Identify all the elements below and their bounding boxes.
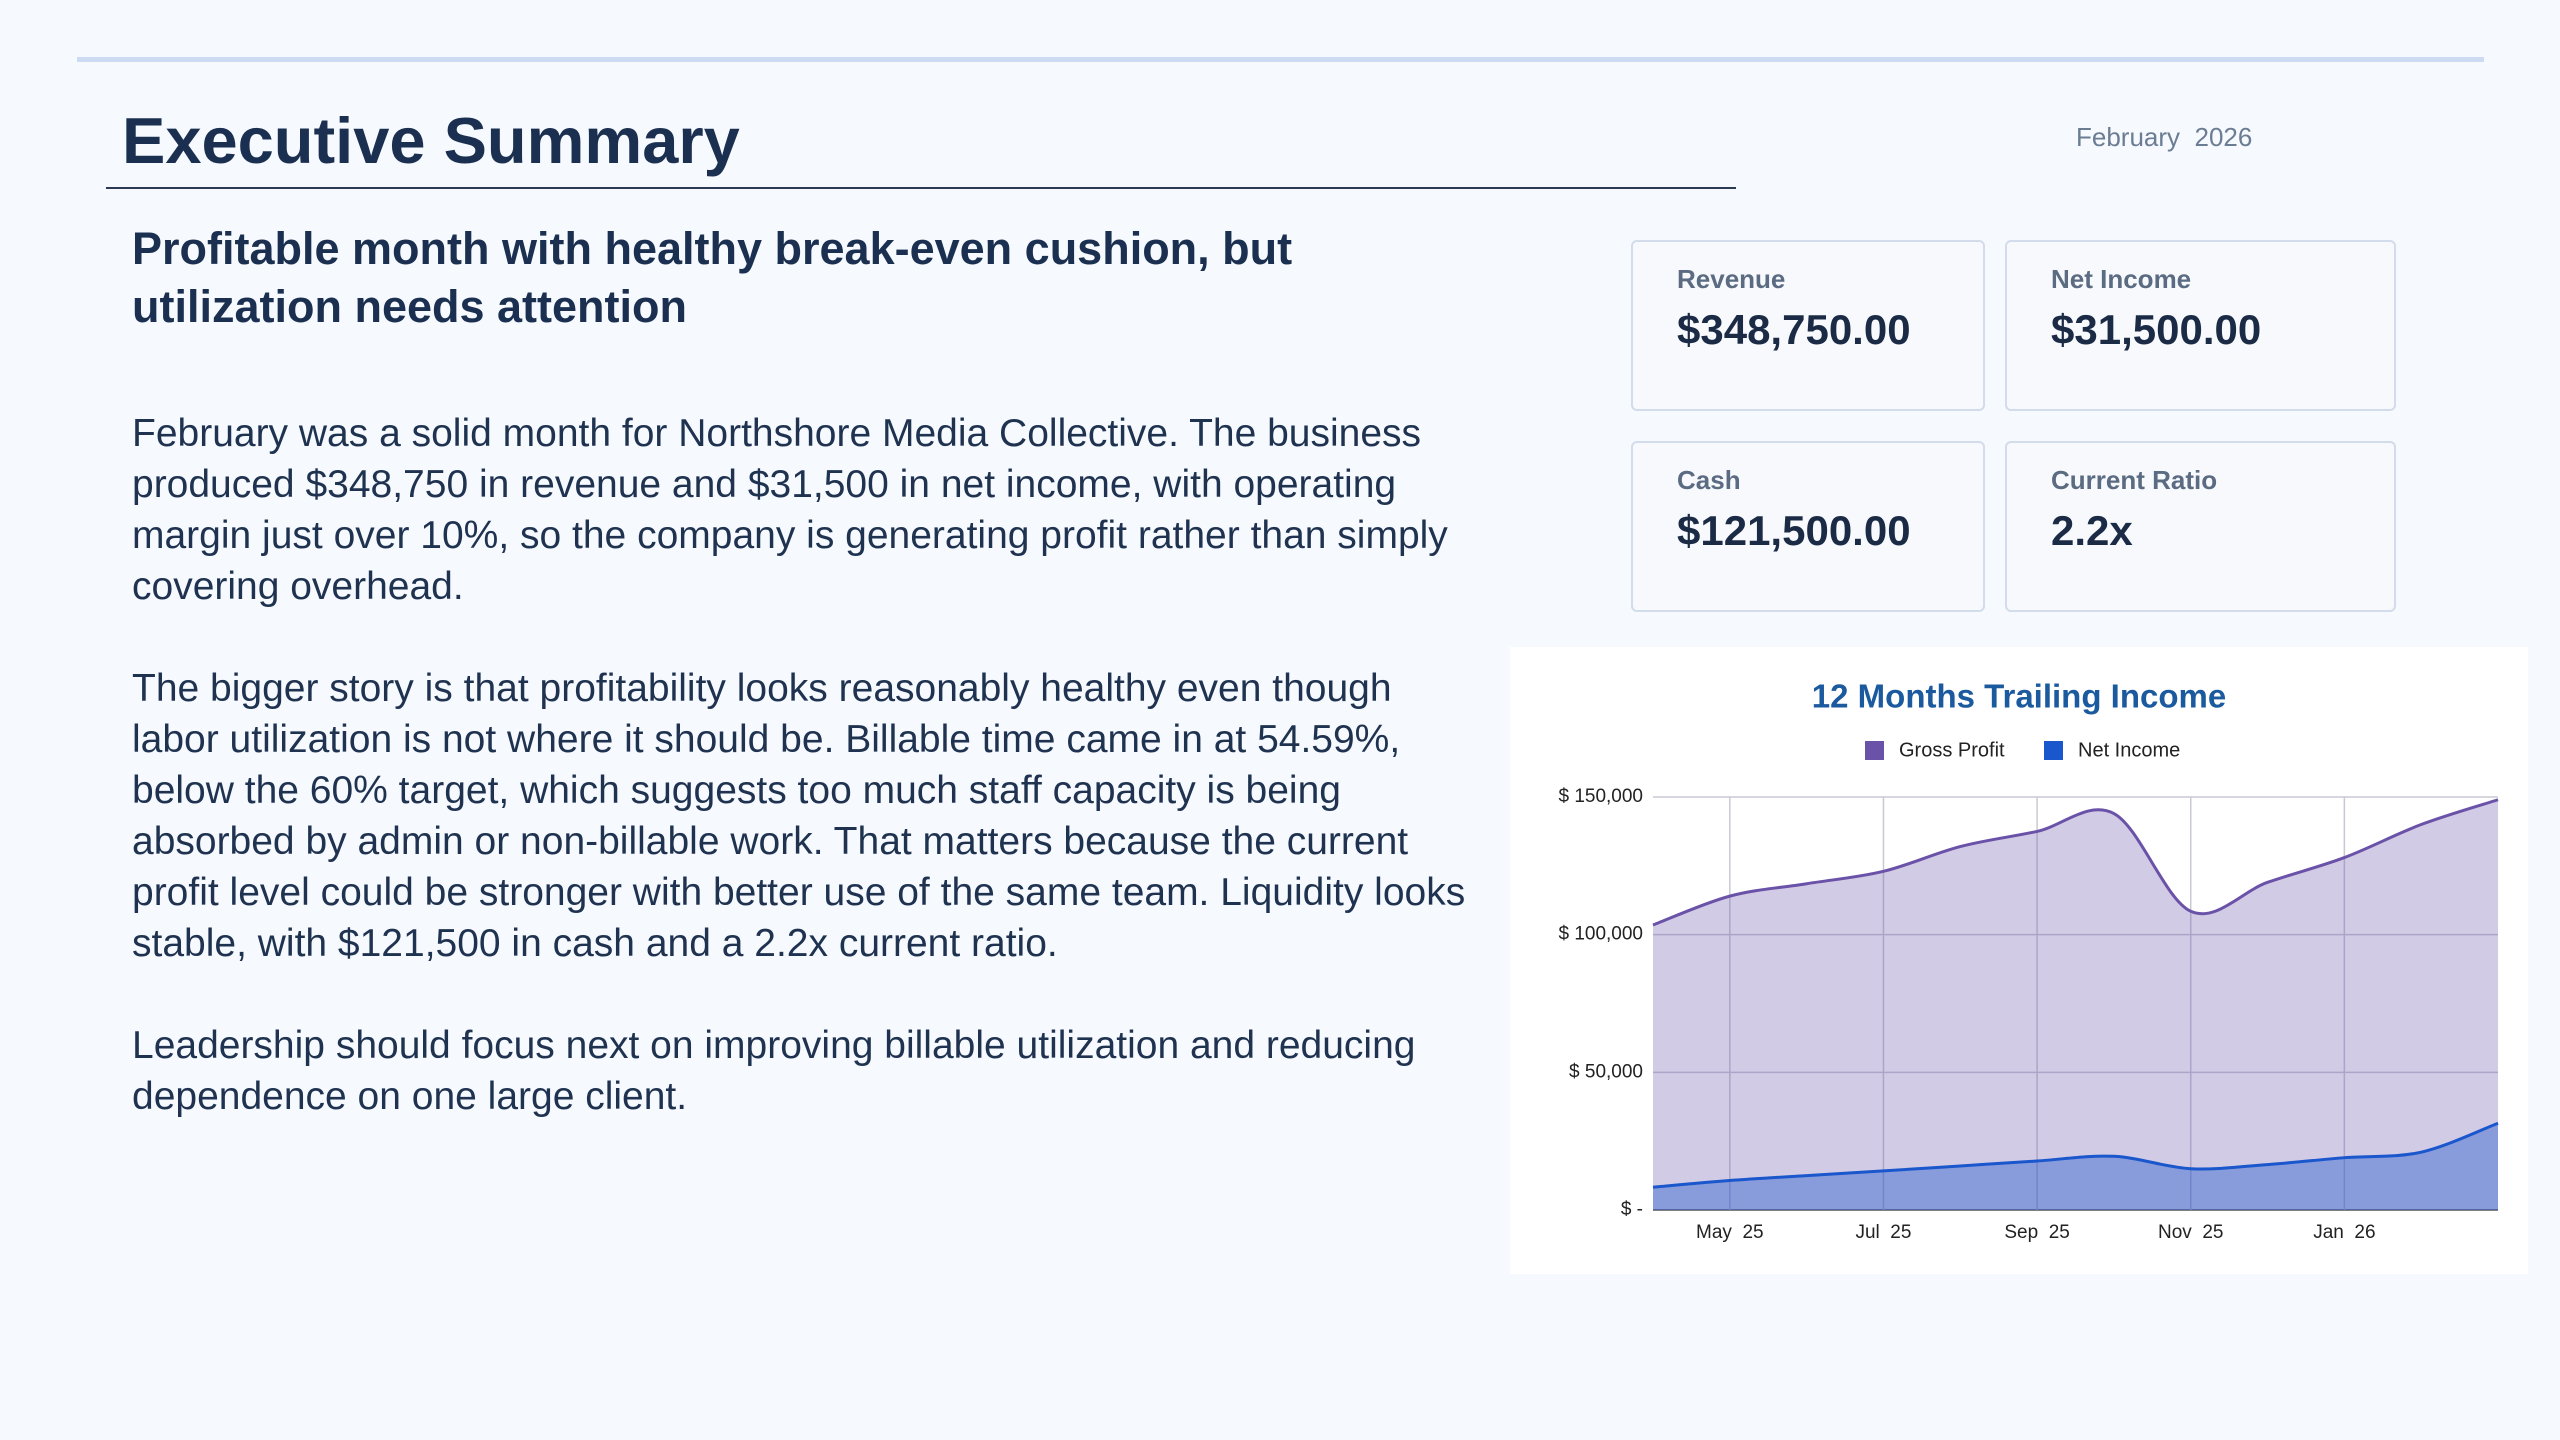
kpi-card: Net Income $31,500.00 bbox=[2005, 240, 2396, 411]
area bbox=[1653, 1123, 2498, 1210]
line bbox=[1652, 1121, 2499, 1189]
y-tick-label: $ 150,000 bbox=[1558, 786, 1643, 807]
chart: 12 Months Trailing Income $ - $ 50,000 $ 1… bbox=[1558, 678, 2499, 1243]
headline: Profitable month with healthy break-even… bbox=[132, 223, 1293, 332]
page-title: Executive Summary bbox=[122, 104, 740, 177]
kpi-card: Cash $121,500.00 bbox=[1631, 441, 1985, 612]
kpi-label: Cash bbox=[1677, 465, 1741, 495]
kpi-value: $348,750.00 bbox=[1677, 306, 1911, 353]
chart-title: 12 Months Trailing Income bbox=[1812, 678, 2226, 715]
x-tick-label: Nov 25 bbox=[2158, 1222, 2223, 1243]
report-date: February 2026 bbox=[2076, 122, 2253, 152]
title-underline bbox=[106, 187, 1736, 189]
y-tick-label: $ - bbox=[1621, 1199, 1643, 1220]
kpi-value: $121,500.00 bbox=[1677, 507, 1911, 554]
summary-body: February was a solid month for Northshor… bbox=[132, 408, 1472, 1173]
paragraph: Leadership should focus next on improvin… bbox=[132, 1024, 1416, 1118]
chart-panel: 12 Months Trailing Income $ - $ 50,000 $ 1… bbox=[1510, 647, 2528, 1274]
x-tick-label: May 25 bbox=[1696, 1222, 1764, 1243]
y-tick-label: $ 50,000 bbox=[1569, 1061, 1643, 1082]
top-rule bbox=[77, 57, 2484, 62]
paragraph: February was a solid month for Northshor… bbox=[132, 412, 1448, 608]
legend-label: Net Income bbox=[2078, 739, 2180, 761]
kpi-label: Revenue bbox=[1677, 264, 1786, 294]
y-tick-label: $ 100,000 bbox=[1558, 924, 1643, 945]
kpi-value: $31,500.00 bbox=[2051, 306, 2262, 353]
legend-label: Gross Profit bbox=[1899, 739, 2005, 761]
x-tick-label: Jan 26 bbox=[2313, 1222, 2375, 1243]
kpi-label: Net Income bbox=[2051, 264, 2192, 294]
kpi-value: 2.2x bbox=[2051, 507, 2133, 554]
x-tick-label: Sep 25 bbox=[2004, 1222, 2070, 1243]
kpi-card: Revenue $348,750.00 bbox=[1631, 240, 1985, 411]
legend-swatch bbox=[1865, 741, 1884, 760]
kpi-card: Current Ratio 2.2x bbox=[2005, 441, 2396, 612]
area bbox=[1653, 799, 2498, 1210]
paragraph: The bigger story is that profitability l… bbox=[132, 667, 1466, 965]
kpi-label: Current Ratio bbox=[2051, 465, 2218, 495]
legend-swatch bbox=[2044, 741, 2063, 760]
x-tick-label: Jul 25 bbox=[1855, 1222, 1911, 1243]
line bbox=[1652, 798, 2499, 927]
